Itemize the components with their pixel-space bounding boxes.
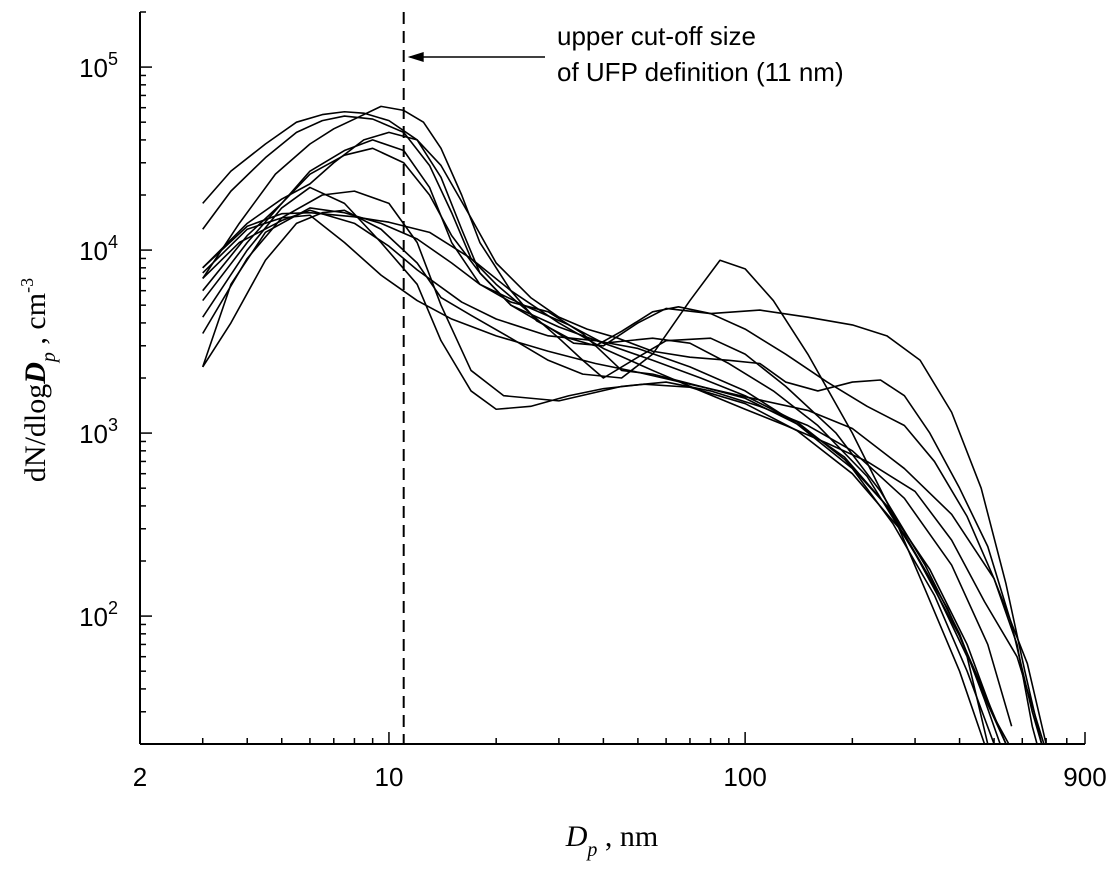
x-tick-label: 100 <box>723 762 766 792</box>
series-line-11 <box>202 110 1043 744</box>
y-tick-label: 105 <box>79 49 118 83</box>
x-axis-title: Dp , nm <box>565 820 659 861</box>
series-line-1 <box>201 207 1007 744</box>
series-line-7 <box>202 209 986 744</box>
y-axis-title: dN/dlogDp , cm-3 <box>17 278 60 482</box>
series-line-10 <box>202 115 1001 744</box>
annotation-arrowhead <box>407 52 424 62</box>
y-tick-label: 102 <box>79 598 118 632</box>
x-tick-label: 900 <box>1063 762 1106 792</box>
plot-lines <box>201 12 1047 744</box>
x-tick-label: 10 <box>374 762 403 792</box>
series-line-2 <box>202 190 1013 727</box>
y-tick-label: 103 <box>79 415 118 449</box>
series-line-3 <box>202 186 1007 744</box>
y-tick-label: 104 <box>79 232 118 266</box>
series-line-13 <box>202 105 1038 744</box>
ticks <box>139 11 1086 745</box>
labels: 2 10 100 900 102 103 104 105 Dp , nm dN/dlogDp , … <box>17 21 1107 861</box>
x-tick-label: 2 <box>133 762 147 792</box>
series-line-12 <box>202 131 1043 744</box>
series-line-6 <box>202 214 1047 744</box>
series-line-5 <box>202 211 1045 744</box>
annotation-text: of UFP definition (11 nm) <box>557 57 844 87</box>
series-line-9 <box>202 139 989 744</box>
series-line-4 <box>202 209 995 744</box>
annotation-text: upper cut-off size <box>557 21 756 51</box>
series-line-8 <box>202 147 1010 744</box>
